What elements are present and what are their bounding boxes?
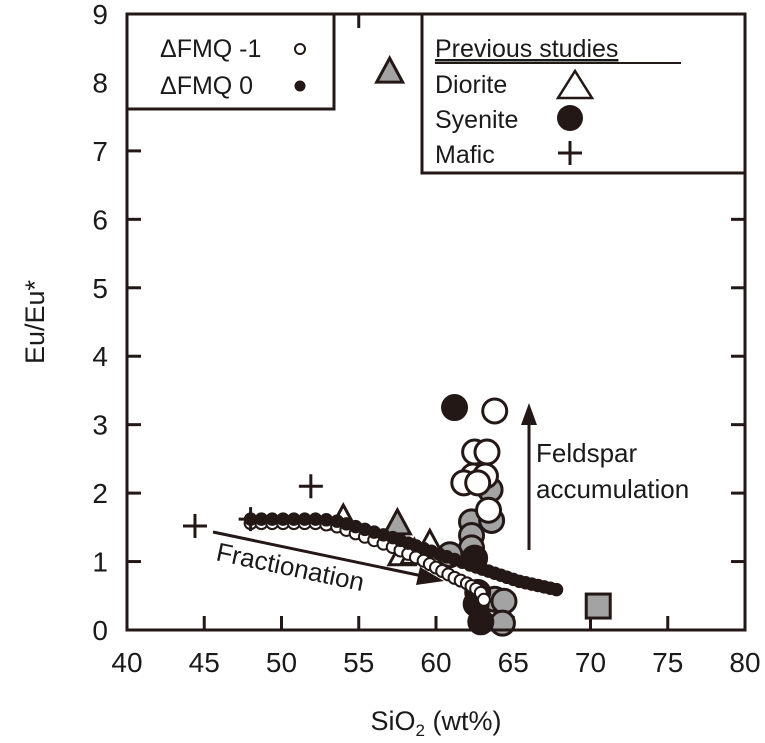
- point: [473, 438, 501, 466]
- filled-circle-icon: [294, 80, 306, 92]
- series-diorite-grey-: [374, 55, 413, 536]
- open-circle-icon: [294, 43, 306, 55]
- fractionation-arrow-shaft: [212, 530, 433, 580]
- y-axis-title: Eu/Eu*: [20, 279, 50, 364]
- series-grey-square: [584, 592, 612, 620]
- plus-icon: [558, 141, 582, 165]
- feldspar-accumulation-annotation: Feldspar accumulation: [521, 403, 689, 550]
- point: [464, 469, 492, 497]
- point: [319, 513, 334, 527]
- y-tick-label: 3: [92, 410, 108, 441]
- arrow-head-icon: [416, 567, 444, 585]
- point: [374, 55, 406, 84]
- y-tick-label: 1: [92, 547, 108, 578]
- data-points: [182, 55, 612, 637]
- feldspar-label-line1: Feldspar: [536, 438, 637, 468]
- x-tick-label: 75: [652, 647, 683, 678]
- point: [584, 592, 612, 620]
- legend-model-label-fmq-1: ΔFMQ -1: [160, 35, 261, 63]
- y-tick-label: 0: [92, 615, 108, 646]
- x-tick-label: 65: [498, 647, 529, 678]
- series-samples-fmq-1-large-: [450, 397, 509, 524]
- legend-previous-title: Previous studies: [435, 35, 618, 63]
- fractionation-label: Fractionation: [214, 537, 367, 598]
- legend-label-syenite: Syenite: [435, 106, 518, 134]
- x-tick-label: 50: [266, 647, 297, 678]
- feldspar-label-line2: accumulation: [536, 474, 689, 504]
- series-mafic: [182, 474, 323, 538]
- plot-frame: [125, 12, 747, 632]
- y-tick-label: 4: [92, 341, 108, 372]
- x-tick-label: 80: [729, 647, 760, 678]
- point: [490, 587, 518, 615]
- legend-label-diorite: Diorite: [435, 71, 507, 99]
- x-tick-label: 40: [111, 647, 142, 678]
- x-axis-title: SiO2 (wt%): [371, 706, 502, 740]
- y-tick-label: 8: [92, 67, 108, 98]
- y-tick-label: 9: [92, 0, 108, 30]
- y-tick-label: 6: [92, 204, 108, 235]
- point: [441, 394, 469, 422]
- open-triangle-icon: [555, 68, 595, 100]
- y-tick-label: 5: [92, 273, 108, 304]
- x-tick-label: 60: [420, 647, 451, 678]
- arrow-up-icon: [521, 403, 537, 425]
- x-tick-label: 70: [575, 647, 606, 678]
- legend-model-label-fmq-0: ΔFMQ 0: [160, 72, 253, 100]
- legend-previous-studies: Previous studies Diorite Syenite Mafic: [420, 12, 747, 175]
- y-tick-label: 7: [92, 136, 108, 167]
- point: [476, 592, 491, 607]
- point: [481, 397, 509, 425]
- x-tick-label: 45: [189, 647, 220, 678]
- x-tick-label: 55: [343, 647, 374, 678]
- legend-model-box: [125, 12, 336, 111]
- point: [549, 582, 564, 597]
- legend-model: ΔFMQ -1 ΔFMQ 0: [125, 12, 336, 111]
- filled-circle-large-icon: [557, 105, 583, 131]
- legend-label-mafic: Mafic: [435, 141, 495, 169]
- point: [475, 496, 503, 524]
- y-tick-label: 2: [92, 478, 108, 509]
